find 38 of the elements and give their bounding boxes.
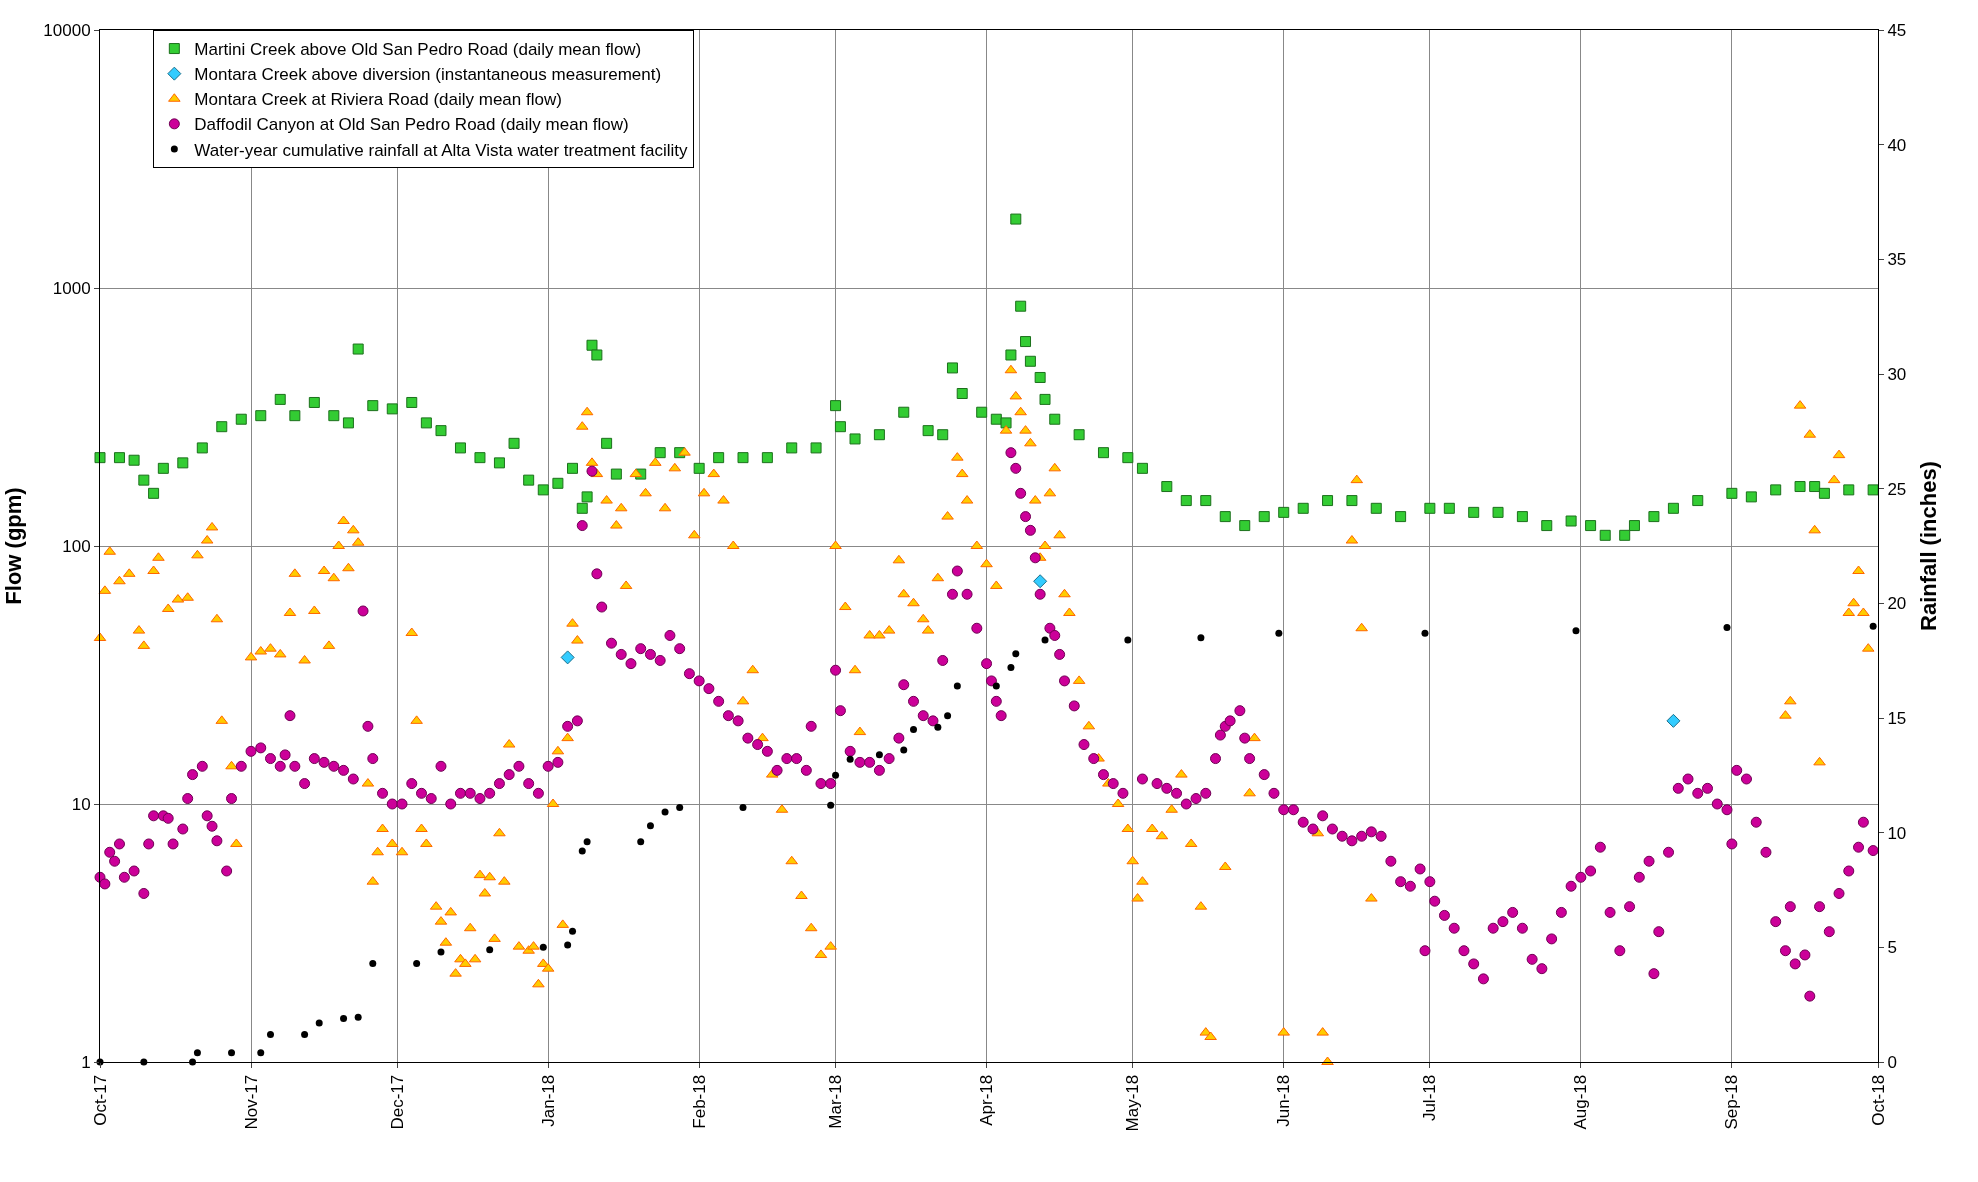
point — [1033, 574, 1048, 589]
x-tick-label: Oct-18 — [1868, 1074, 1888, 1126]
y-tick-label: 100 — [62, 536, 91, 556]
x-tick-label: Aug-18 — [1571, 1074, 1591, 1130]
y-tick-label: 10 — [71, 794, 91, 814]
y2-tick-label: 15 — [1887, 708, 1907, 728]
y-axis-title: Flow (gpm) — [1, 487, 27, 605]
point — [560, 650, 575, 665]
legend-label: Water-year cumulative rainfall at Alta Vista water treatment facility — [194, 140, 689, 160]
legend-label: Montara Creek above diversion (instantaneous measurement) — [194, 65, 662, 85]
x-tick-label: Nov-17 — [241, 1074, 261, 1130]
point — [1666, 713, 1681, 728]
y2-tick-label: 45 — [1887, 20, 1907, 40]
y-tick-label: 1000 — [52, 278, 91, 298]
y2-tick-label: 5 — [1887, 938, 1897, 958]
x-tick-label: Oct-17 — [90, 1074, 110, 1126]
legend-label: Martini Creek above Old San Pedro Road (daily mean flow) — [194, 40, 642, 60]
x-tick-label: Dec-17 — [387, 1074, 407, 1130]
y2-tick-label: 20 — [1887, 594, 1907, 614]
y2-tick-label: 25 — [1887, 479, 1907, 499]
y2-tick-label: 30 — [1887, 364, 1907, 384]
x-tick-label: Sep-18 — [1722, 1074, 1742, 1130]
x-tick-label: Mar-18 — [826, 1074, 846, 1129]
y2-tick-label: 10 — [1887, 823, 1907, 843]
y2-axis-title: Rainfall (inches) — [1916, 461, 1942, 631]
legend-label: Daffodil Canyon at Old San Pedro Road (daily mean flow) — [194, 115, 629, 135]
x-tick-label: Feb-18 — [689, 1074, 709, 1129]
legend-label: Montara Creek at Riviera Road (daily mean flow) — [194, 90, 562, 110]
y-tick-label: 10000 — [43, 20, 91, 40]
x-tick-label: May-18 — [1123, 1074, 1143, 1132]
x-tick-label: Jun-18 — [1274, 1074, 1294, 1127]
y-tick-label: 1 — [81, 1052, 91, 1072]
y2-tick-label: 40 — [1887, 135, 1907, 155]
x-tick-label: Jan-18 — [538, 1074, 558, 1127]
x-tick-label: Apr-18 — [977, 1074, 997, 1126]
y2-tick-label: 0 — [1887, 1052, 1897, 1072]
x-tick-label: Jul-18 — [1420, 1074, 1440, 1122]
y2-tick-label: 35 — [1887, 250, 1907, 270]
